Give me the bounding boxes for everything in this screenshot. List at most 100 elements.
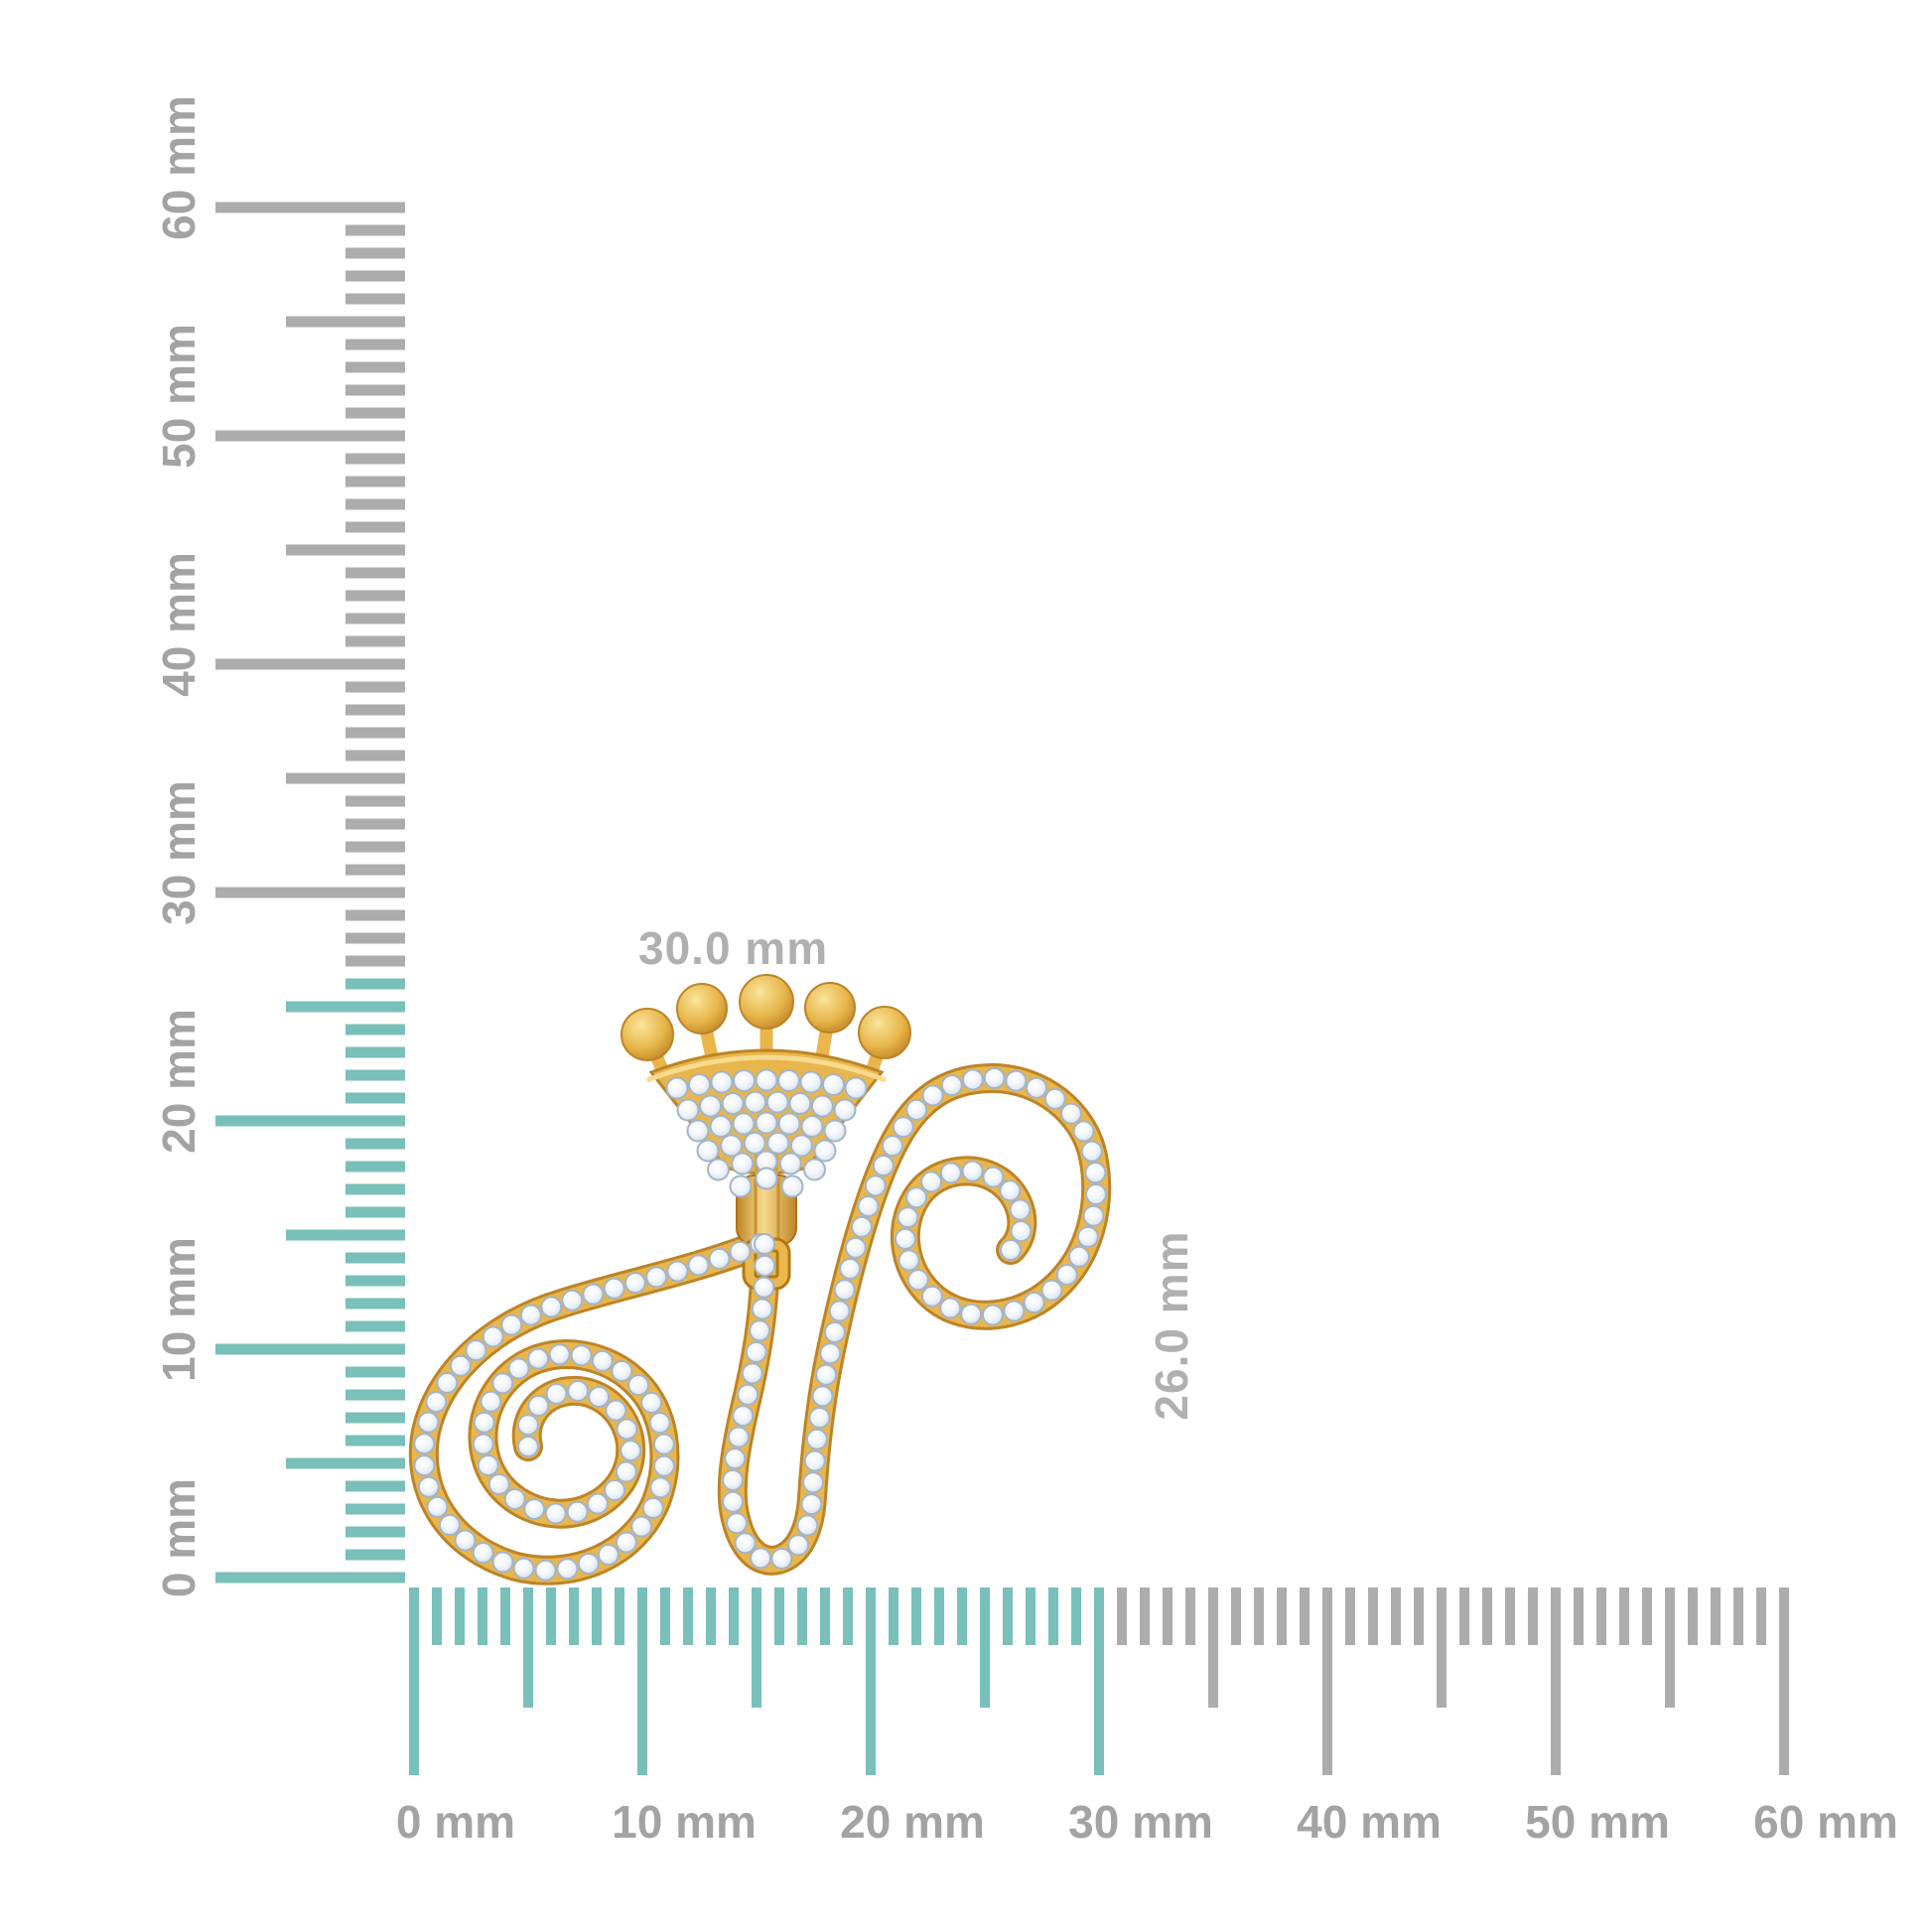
diamond-stone bbox=[744, 1090, 767, 1114]
diamond-stone bbox=[436, 1372, 459, 1395]
horizontal-ruler-tick bbox=[1345, 1587, 1355, 1645]
diamond-stone bbox=[961, 1160, 984, 1182]
diamond-stone bbox=[586, 1492, 609, 1515]
diamond-stone bbox=[500, 1313, 523, 1336]
diamond-stone bbox=[707, 1158, 730, 1181]
diamond-stone bbox=[615, 1460, 637, 1483]
diamond-stone bbox=[897, 1249, 920, 1272]
vertical-ruler-tick bbox=[345, 293, 405, 305]
vertical-ruler-tick bbox=[345, 270, 405, 282]
diamond-stone bbox=[640, 1391, 663, 1414]
horizontal-ruler-tick bbox=[1300, 1587, 1310, 1645]
diamond-stone bbox=[1059, 1102, 1082, 1125]
vertical-ruler-tick bbox=[345, 818, 405, 830]
diamond-stone bbox=[741, 1362, 763, 1385]
diamond-stone bbox=[1003, 1300, 1026, 1322]
diamond-stone bbox=[939, 1162, 962, 1184]
diamond-stone bbox=[491, 1551, 514, 1574]
diamond-stone bbox=[897, 1206, 919, 1229]
diamond-stone bbox=[603, 1277, 625, 1300]
diamond-stone bbox=[708, 1247, 731, 1270]
vertical-ruler-tick bbox=[345, 407, 405, 419]
diamond-stone bbox=[721, 1091, 745, 1115]
diamond-stone bbox=[473, 1411, 495, 1434]
vertical-ruler-tick bbox=[345, 1252, 405, 1264]
diamond-stone bbox=[745, 1340, 767, 1363]
diamond-stone bbox=[844, 1236, 867, 1259]
diamond-stone bbox=[750, 1547, 772, 1570]
diamond-stone bbox=[591, 1349, 614, 1372]
vertical-ruler-tick bbox=[215, 1343, 405, 1355]
vertical-ruler-tick bbox=[345, 635, 405, 647]
vertical-ruler-tick bbox=[345, 1298, 405, 1310]
crown-ball bbox=[676, 983, 728, 1035]
horizontal-ruler-tick bbox=[1163, 1587, 1173, 1645]
diamond-stone bbox=[615, 1531, 637, 1554]
vertical-ruler-tick bbox=[345, 1138, 405, 1150]
vertical-ruler-tick bbox=[345, 932, 405, 944]
diamond-stone bbox=[627, 1374, 650, 1397]
vertical-ruler-label: 60 mm bbox=[153, 95, 205, 240]
horizontal-ruler-tick bbox=[569, 1587, 579, 1645]
horizontal-ruler-tick bbox=[889, 1587, 898, 1645]
diamond-stone bbox=[844, 1076, 868, 1100]
diamond-stone bbox=[751, 1298, 773, 1320]
pave-diamonds bbox=[413, 1067, 1107, 1582]
diamond-stone bbox=[699, 1094, 723, 1118]
diamond-stone bbox=[1023, 1292, 1045, 1314]
diamond-stone bbox=[648, 1412, 671, 1435]
diamond-stone bbox=[517, 1414, 540, 1437]
diamond-stone bbox=[523, 1498, 546, 1521]
vertical-ruler-tick bbox=[345, 613, 405, 624]
vertical-ruler-tick bbox=[345, 1549, 405, 1561]
diamond-stone bbox=[641, 1497, 664, 1520]
horizontal-ruler-tick bbox=[1528, 1587, 1538, 1645]
vertical-ruler-tick bbox=[345, 864, 405, 876]
diamond-stone bbox=[724, 1448, 747, 1470]
diamond-stone bbox=[857, 1195, 880, 1218]
diamond-stone bbox=[722, 1468, 745, 1491]
diamond-stone bbox=[803, 1158, 826, 1181]
diamond-stone bbox=[556, 1558, 579, 1581]
diamond-stone bbox=[1026, 1076, 1048, 1099]
diamond-stone bbox=[548, 1343, 571, 1366]
diamond-stone bbox=[839, 1258, 862, 1281]
vertical-ruler-tick bbox=[345, 1206, 405, 1218]
diamond-stone bbox=[780, 1174, 804, 1198]
diamond-stone bbox=[811, 1385, 834, 1408]
vertical-ruler-tick bbox=[345, 704, 405, 716]
diamond-stone bbox=[1000, 1239, 1022, 1261]
diamond-stone bbox=[850, 1215, 873, 1238]
horizontal-ruler-tick bbox=[1779, 1587, 1789, 1775]
diamond-stone bbox=[753, 1276, 775, 1299]
horizontal-ruler-tick bbox=[455, 1587, 465, 1645]
horizontal-ruler-tick bbox=[980, 1587, 990, 1708]
diamond-stone bbox=[999, 1179, 1022, 1202]
pendant-width-label: 30.0 mm bbox=[638, 922, 828, 974]
diamond-stone bbox=[905, 1186, 928, 1209]
diamond-stone bbox=[630, 1515, 653, 1538]
vertical-ruler-tick bbox=[345, 681, 405, 693]
diamond-stone bbox=[620, 1440, 642, 1462]
diamond-stone bbox=[765, 1090, 789, 1114]
vertical-ruler-tick bbox=[345, 1412, 405, 1424]
diamond-stone bbox=[755, 1167, 778, 1190]
horizontal-ruler-tick bbox=[1688, 1587, 1698, 1645]
horizontal-ruler-tick bbox=[1254, 1587, 1264, 1645]
diamond-stone bbox=[588, 1386, 611, 1409]
diamond-stone bbox=[417, 1475, 440, 1498]
diamond-stone bbox=[881, 1135, 903, 1158]
vertical-ruler-tick bbox=[345, 384, 405, 396]
diamond-stone bbox=[813, 1139, 837, 1163]
horizontal-ruler-tick bbox=[1277, 1587, 1287, 1645]
diamond-stone bbox=[517, 1436, 539, 1457]
horizontal-ruler-tick bbox=[1756, 1587, 1766, 1645]
vertical-ruler-tick bbox=[345, 1366, 405, 1378]
horizontal-ruler-tick bbox=[1322, 1587, 1332, 1775]
vertical-ruler-tick bbox=[286, 772, 405, 784]
vertical-ruler-tick bbox=[215, 1572, 405, 1584]
diamond-stone bbox=[577, 1552, 600, 1575]
vertical-ruler-label: 20 mm bbox=[153, 1009, 205, 1154]
diamond-stone bbox=[623, 1272, 646, 1295]
vertical-ruler-tick bbox=[345, 224, 405, 236]
